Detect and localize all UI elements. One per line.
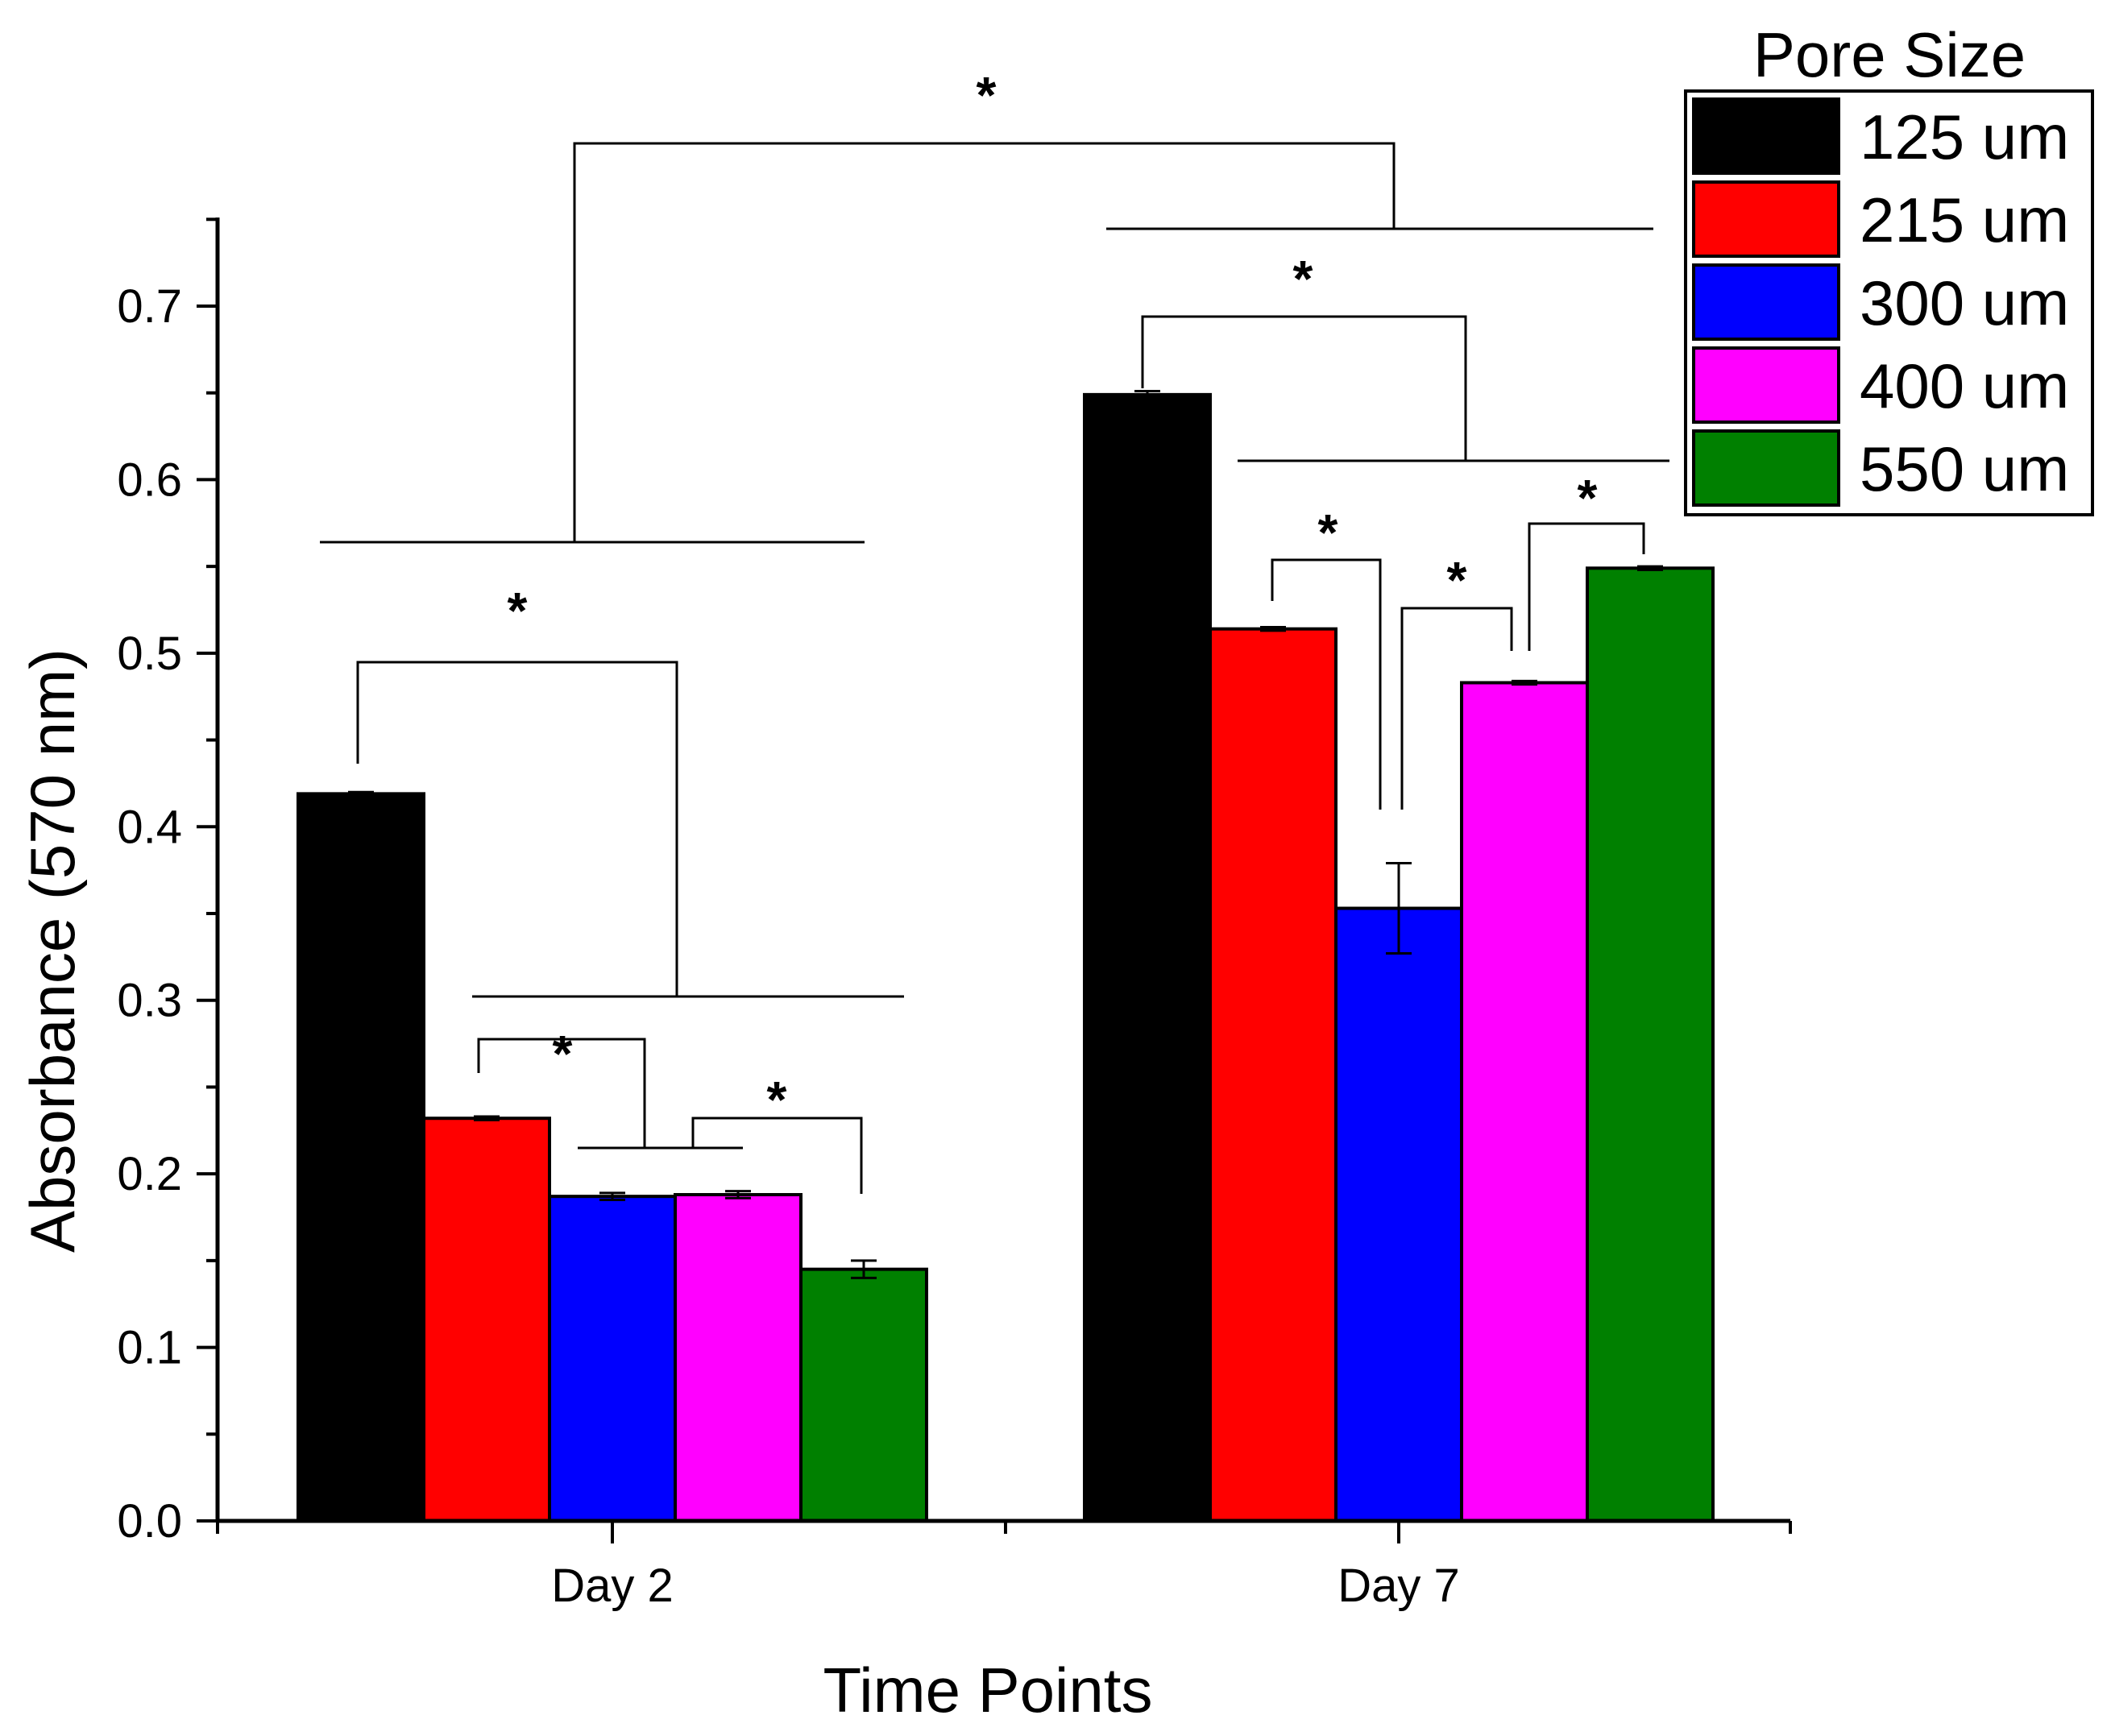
bracket-day2-vs-day7 <box>320 142 1653 544</box>
bracket-day7-125-vs-others <box>1141 315 1669 462</box>
significance-asterisk: * <box>767 1071 787 1129</box>
significance-asterisk: * <box>508 582 528 640</box>
legend-entry-label: 300 um <box>1860 267 2069 338</box>
bar-day7-125um <box>1083 392 1212 1523</box>
y-tick-label: 0.0 <box>117 1495 182 1547</box>
bar-day7-550um <box>1586 566 1715 1523</box>
bracket-day7-215-vs-300 <box>1271 558 1382 810</box>
bar-day7-300um <box>1334 906 1463 1523</box>
bars-layer <box>297 392 1715 1523</box>
x-axis-title: Time Points <box>823 1655 1153 1726</box>
y-tick-label: 0.1 <box>117 1322 182 1374</box>
bar-day2-300um <box>548 1195 677 1523</box>
legend-swatch <box>1692 180 1840 258</box>
significance-brackets: * * * * * * * * <box>320 66 1669 1194</box>
legend-swatch <box>1692 97 1840 175</box>
bar-day2-215um <box>422 1117 551 1523</box>
x-tick-label: Day 2 <box>551 1560 674 1612</box>
bar-day7-215um <box>1209 627 1338 1523</box>
bar-day2-550um <box>799 1267 928 1523</box>
legend-swatch <box>1692 429 1840 507</box>
significance-asterisk: * <box>1578 469 1598 527</box>
bar-day7-400um <box>1460 681 1589 1523</box>
error-bars-layer <box>348 390 1663 1279</box>
y-tick-label: 0.7 <box>117 280 182 333</box>
x-tick-label: Day 7 <box>1338 1560 1460 1612</box>
bracket-day2-mid-vs-550 <box>691 1117 863 1194</box>
y-tick-label: 0.5 <box>117 628 182 680</box>
legend-swatch <box>1692 346 1840 424</box>
y-tick-label: 0.6 <box>117 454 182 506</box>
legend-title: Pore Size <box>1753 19 2026 90</box>
legend-entry-label: 400 um <box>1860 350 2069 421</box>
bar-day2-125um <box>297 792 425 1523</box>
y-tick-label: 0.2 <box>117 1148 182 1200</box>
bracket-day2-215-vs-300-400 <box>477 1038 743 1150</box>
legend-swatch <box>1692 263 1840 341</box>
significance-asterisk: * <box>977 66 997 124</box>
legend-entry-label: 125 um <box>1860 102 2069 172</box>
y-tick-label: 0.3 <box>117 975 182 1027</box>
y-axis-title: Absorbance (570 nm) <box>17 648 88 1253</box>
bracket-day2-125-vs-others <box>356 661 904 998</box>
bar-day2-400um <box>674 1192 803 1523</box>
bracket-day7-300-vs-400 <box>1400 607 1513 810</box>
legend: Pore Size 125 um 215 um 300 um 400 um 550 um <box>1684 19 2094 516</box>
legend-entry-label: 215 um <box>1860 184 2069 255</box>
significance-asterisk: * <box>1318 503 1338 561</box>
significance-asterisk: * <box>1293 250 1313 308</box>
bracket-day7-400-vs-550 <box>1528 522 1645 651</box>
axes-layer: 0.0 0.1 0.2 0.3 0.4 0.5 0.6 0.7 Day 2 Day 7 Time P… <box>17 218 1792 1726</box>
y-tick-label: 0.4 <box>117 801 182 853</box>
legend-entry-label: 550 um <box>1860 433 2069 504</box>
significance-asterisk: * <box>1447 551 1467 609</box>
significance-asterisk: * <box>553 1025 573 1083</box>
